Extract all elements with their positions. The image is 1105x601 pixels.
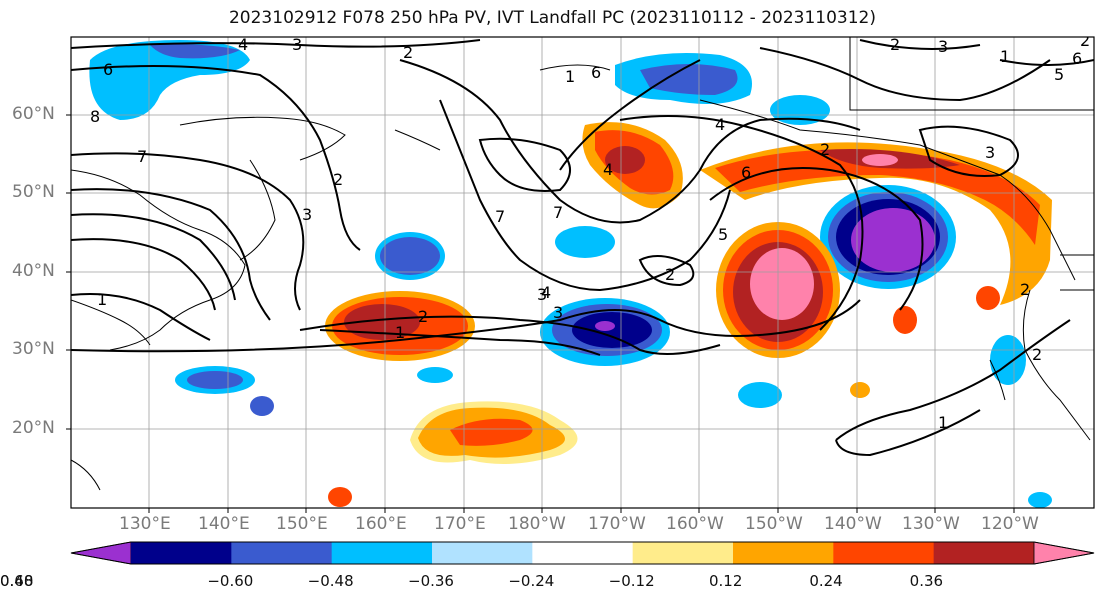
lon-label: 120°W bbox=[981, 514, 1039, 534]
colorbar-tick-label: 0.36 bbox=[909, 572, 944, 590]
lon-label: 140°W bbox=[824, 514, 882, 534]
lon-label: 130°W bbox=[902, 514, 960, 534]
contour-label: 2 bbox=[333, 170, 343, 189]
colorbar-tick-label: −0.60 bbox=[207, 572, 254, 590]
neg-anomaly-okhotsk bbox=[89, 40, 250, 120]
lon-label: 160°E bbox=[355, 514, 407, 534]
lat-label: 20°N bbox=[12, 418, 55, 438]
lat-label: 40°N bbox=[12, 261, 55, 281]
contour-label: 1 bbox=[938, 413, 948, 432]
colorbar-tick-label: 0.48 bbox=[0, 572, 34, 590]
contour-label: 2 bbox=[418, 307, 428, 326]
contour-label: 1 bbox=[395, 323, 405, 342]
lon-label: 150°E bbox=[276, 514, 328, 534]
contour-label: 7 bbox=[553, 203, 563, 222]
colorbar-segment bbox=[632, 542, 734, 564]
lon-label: 180°W bbox=[508, 514, 566, 534]
contour-label: 1 bbox=[1000, 47, 1010, 66]
colorbar-segment bbox=[833, 542, 935, 564]
contour-labels: 4 3 2 6 8 1 2 3 6 4 1 6 4 3 2 7 7 2 2 7 … bbox=[90, 31, 1090, 432]
contour-label: 6 bbox=[1072, 49, 1082, 68]
neg-anomaly-44n-180 bbox=[555, 226, 615, 258]
contour-label: 2 bbox=[1080, 31, 1090, 50]
contour-label: 3 bbox=[938, 37, 948, 56]
colorbar-extend-high bbox=[1033, 541, 1095, 565]
graticule bbox=[71, 37, 1094, 508]
colorbar-tick-label: −0.12 bbox=[608, 572, 655, 590]
colorbar-tick-label: 0.60 bbox=[0, 572, 34, 590]
lat-label: 50°N bbox=[12, 182, 55, 202]
lon-label: 150°W bbox=[745, 514, 803, 534]
colorbar-segment bbox=[331, 542, 433, 564]
colorbar-segment bbox=[733, 542, 834, 564]
contour-label: 4 bbox=[541, 283, 551, 302]
contour-label: 4 bbox=[603, 160, 613, 179]
colorbar-tick-label: 0.12 bbox=[709, 572, 743, 590]
colorbar-frame bbox=[70, 541, 1095, 565]
colorbar-segment bbox=[131, 542, 232, 564]
contour-label: 3 bbox=[302, 205, 312, 224]
pv-contours bbox=[71, 39, 1094, 457]
colorbar-segment bbox=[432, 542, 533, 564]
contour-label: 7 bbox=[495, 207, 505, 226]
contour-label: 3 bbox=[553, 303, 563, 322]
contour-label: 1 bbox=[565, 67, 575, 86]
colorbar-tick-label: −0.36 bbox=[408, 572, 454, 590]
lon-label: 170°W bbox=[588, 514, 646, 534]
contour-label: 2 bbox=[403, 43, 413, 62]
colorbar-tick-label: −0.48 bbox=[307, 572, 354, 590]
contour-label: 5 bbox=[1054, 65, 1064, 84]
contour-label: 3 bbox=[985, 143, 995, 162]
lon-label: 170°E bbox=[434, 514, 486, 534]
contour-label: 1 bbox=[97, 290, 107, 309]
colorbar-tick-label: 0.24 bbox=[809, 572, 843, 590]
lon-label: 140°E bbox=[198, 514, 250, 534]
contour-label: 2 bbox=[820, 140, 830, 159]
contour-label: 5 bbox=[718, 225, 728, 244]
contour-label: 2 bbox=[1032, 345, 1042, 364]
contour-label: 6 bbox=[103, 60, 113, 79]
colorbar-segment bbox=[532, 542, 634, 564]
chart-title: 2023102912 F078 250 hPa PV, IVT Landfall… bbox=[228, 8, 876, 28]
contour-label: 3 bbox=[537, 285, 547, 304]
colorbar-extend-low bbox=[70, 541, 132, 565]
contour-label: 2 bbox=[1020, 280, 1030, 299]
contour-label: 6 bbox=[741, 163, 751, 182]
contour-label: 6 bbox=[591, 63, 601, 82]
contour-label: 4 bbox=[715, 115, 725, 134]
colorbar bbox=[70, 541, 1095, 565]
colorbar-segment bbox=[933, 542, 1035, 564]
lat-label: 30°N bbox=[12, 339, 55, 359]
contour-label: 7 bbox=[137, 147, 147, 166]
contour-label: 2 bbox=[890, 35, 900, 54]
colorbar-tick-label: −0.24 bbox=[508, 572, 555, 590]
coastlines bbox=[71, 37, 1094, 491]
lon-label: 160°W bbox=[666, 514, 724, 534]
contour-label: 2 bbox=[665, 265, 675, 284]
lat-label: 60°N bbox=[12, 104, 55, 124]
contour-label: 3 bbox=[292, 35, 302, 54]
contour-label: 4 bbox=[238, 35, 248, 54]
contour-label: 8 bbox=[90, 107, 100, 126]
lon-label: 130°E bbox=[119, 514, 171, 534]
colorbar-segment bbox=[231, 542, 333, 564]
